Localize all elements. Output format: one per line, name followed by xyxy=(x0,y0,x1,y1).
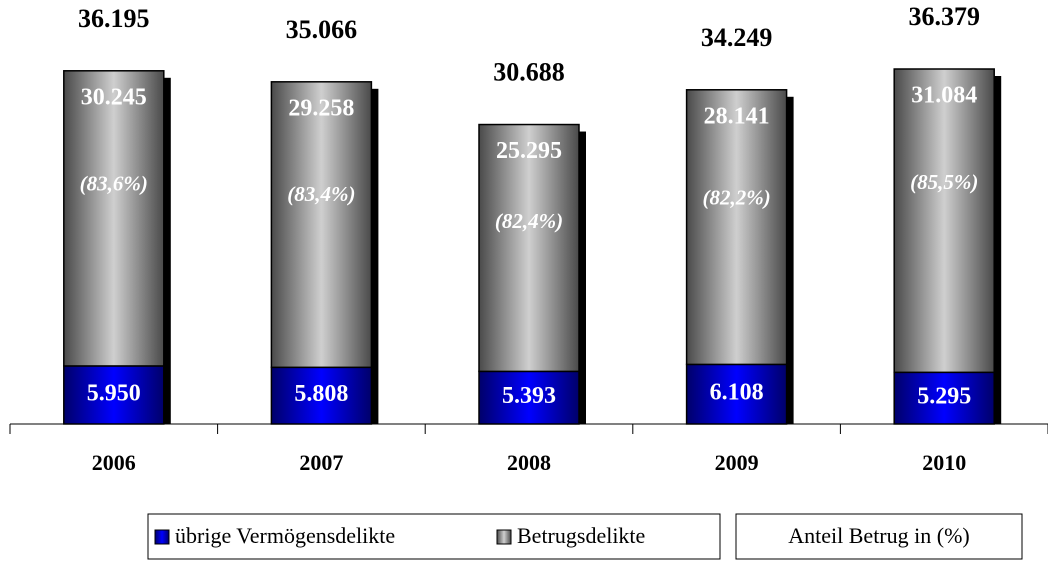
bar-segment xyxy=(893,68,995,374)
bar-segment xyxy=(685,363,788,425)
value-label: 30.245 xyxy=(81,84,147,110)
total-label: 36.195 xyxy=(78,4,150,33)
x-tick-label: 2006 xyxy=(92,450,136,475)
x-tick-label: 2010 xyxy=(922,450,966,475)
bar-segment xyxy=(893,371,995,425)
legend-label: Anteil Betrug in (%) xyxy=(788,523,969,548)
total-label: 35.066 xyxy=(286,15,358,44)
legend-label: Betrugsdelikte xyxy=(517,523,645,548)
bar-segment xyxy=(478,123,580,373)
x-tick-label: 2009 xyxy=(715,450,759,475)
value-label: 5.808 xyxy=(294,381,348,407)
bar-segment xyxy=(63,70,165,367)
legend-swatch xyxy=(496,529,512,545)
legend-label: übrige Vermögensdelikte xyxy=(175,523,395,548)
share-label: (83,6%) xyxy=(80,172,148,196)
x-tick-label: 2008 xyxy=(507,450,551,475)
value-label: 6.108 xyxy=(710,380,764,406)
value-label: 29.258 xyxy=(288,95,354,121)
bar-segment xyxy=(270,81,373,369)
total-label: 34.249 xyxy=(701,23,773,52)
value-label: 5.950 xyxy=(87,380,141,406)
value-label: 28.141 xyxy=(704,103,770,129)
legend-box xyxy=(147,513,721,560)
share-label: (82,2%) xyxy=(702,185,770,209)
share-label: (85,5%) xyxy=(910,170,978,194)
legend-swatch xyxy=(154,529,170,545)
value-label: 5.393 xyxy=(502,383,556,409)
total-label: 36.379 xyxy=(908,2,980,31)
legend-box xyxy=(735,513,1023,560)
x-tick-label: 2007 xyxy=(299,450,343,475)
value-label: 25.295 xyxy=(496,138,562,164)
bar-segment xyxy=(685,89,788,366)
total-label: 30.688 xyxy=(493,58,565,87)
bar-segment xyxy=(63,365,165,425)
share-label: (83,4%) xyxy=(287,182,355,206)
value-label: 31.084 xyxy=(911,83,977,109)
value-label: 5.295 xyxy=(917,384,971,410)
share-label: (82,4%) xyxy=(495,209,563,233)
